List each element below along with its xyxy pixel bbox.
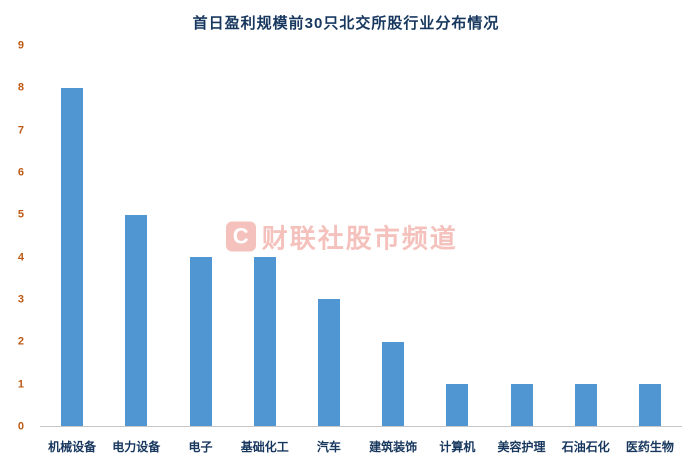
y-axis-tick-label: 2	[17, 335, 24, 348]
x-axis-label: 计算机	[439, 440, 476, 454]
chart-title: 首日盈利规模前30只北交所股行业分布情况	[192, 15, 500, 32]
bar	[61, 88, 84, 426]
x-axis-label: 基础化工	[240, 440, 289, 454]
y-axis-tick-label: 6	[17, 166, 24, 179]
x-axis-label: 美容护理	[497, 440, 546, 454]
x-axis-label: 电力设备	[112, 440, 161, 454]
bar	[574, 383, 597, 426]
plot-columns	[40, 46, 682, 427]
bar-column	[489, 46, 553, 426]
y-axis-tick-label: 5	[17, 208, 24, 221]
y-axis-tick-label: 0	[17, 420, 24, 433]
x-axis-label: 机械设备	[48, 440, 97, 454]
bar	[125, 214, 148, 426]
x-axis-label: 电子	[188, 440, 213, 454]
bar	[189, 257, 212, 426]
y-axis-tick-label: 9	[17, 39, 24, 52]
bar-column	[554, 46, 618, 426]
x-axis-labels: 机械设备 电力设备 电子 基础化工 汽车 建筑装饰 计算机 美容护理 石油石化 医药生物	[40, 438, 682, 455]
bar-column	[233, 46, 297, 426]
bar-column	[104, 46, 168, 426]
bar	[317, 299, 340, 426]
y-axis-tick-label: 3	[17, 293, 24, 306]
bar-column	[618, 46, 682, 426]
y-axis-tick-label: 1	[17, 378, 24, 391]
y-axis-tick-label: 4	[17, 251, 24, 264]
bar-column	[168, 46, 232, 426]
bar	[382, 341, 405, 426]
bar-column	[297, 46, 361, 426]
bar	[510, 383, 533, 426]
bar	[638, 383, 661, 426]
plot-area: C 财联社股市频道	[40, 46, 682, 427]
y-axis-tick-label: 7	[17, 124, 24, 137]
bar	[253, 257, 276, 426]
y-axis: 0 1 2 3 4 5 6 7 8 9	[0, 40, 32, 432]
y-axis-tick-label: 8	[17, 81, 24, 94]
x-axis-label: 建筑装饰	[369, 440, 418, 454]
bar-column	[361, 46, 425, 426]
bar-column	[40, 46, 104, 426]
bar-column	[425, 46, 489, 426]
x-axis-label: 医药生物	[625, 440, 674, 454]
bar	[446, 383, 469, 426]
x-axis-label: 石油石化	[561, 440, 610, 454]
x-axis-label: 汽车	[316, 440, 341, 454]
